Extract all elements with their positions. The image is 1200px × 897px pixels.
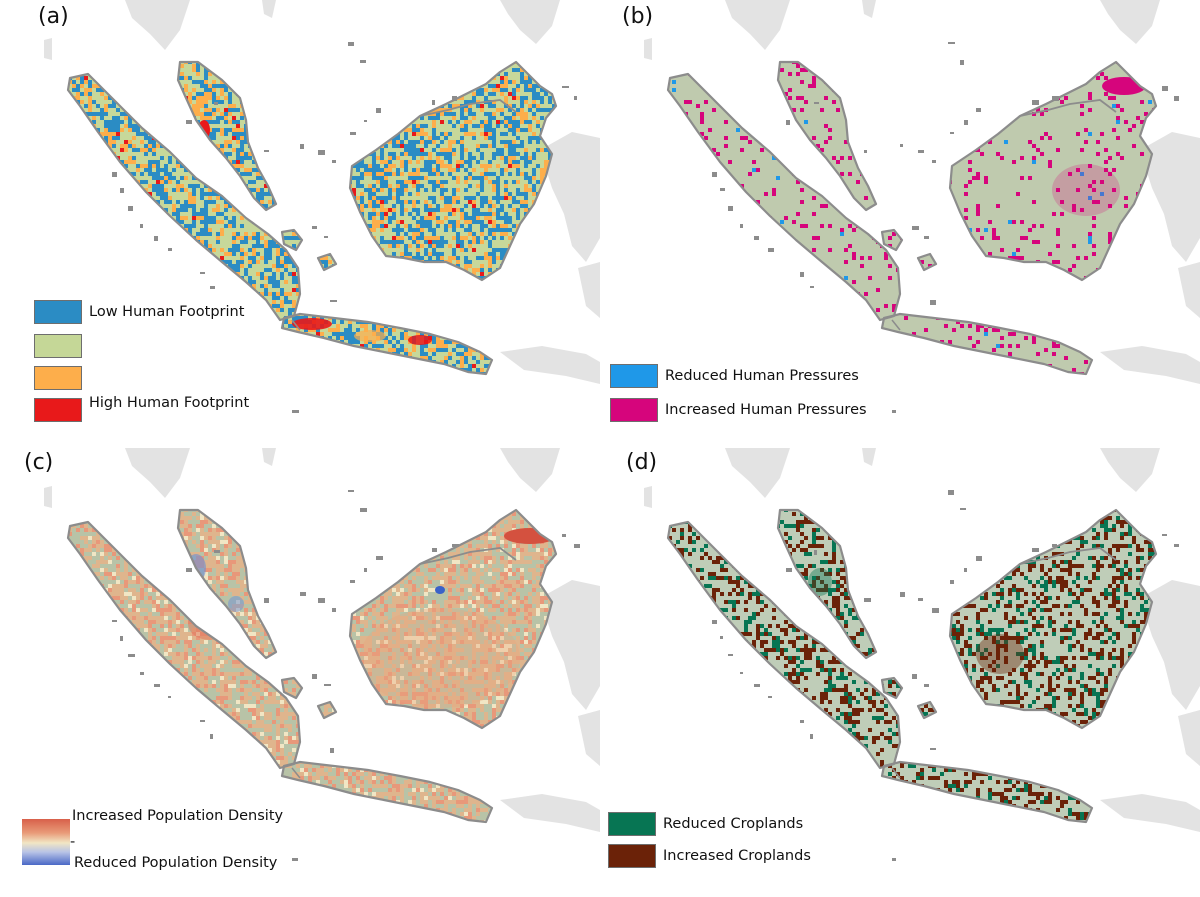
map-panel-a: (a) Low Human Footprint High Human Footp…	[0, 0, 600, 448]
legend-a-swatch-1	[34, 300, 82, 324]
legend-a-item-1: Low Human Footprint	[34, 300, 244, 324]
legend-a-text-4: High Human Footprint	[89, 395, 250, 411]
legend-c-mid-text: -	[70, 834, 76, 850]
legend-d-swatch-1	[608, 812, 656, 836]
legend-c-gradient	[22, 819, 70, 865]
legend-b-swatch-1	[610, 364, 658, 388]
legend-d-text-2: Increased Croplands	[663, 848, 811, 864]
legend-b-text-2: Increased Human Pressures	[665, 402, 867, 418]
map-d-canvas	[644, 448, 1200, 861]
legend-d-item-1: Reduced Croplands	[608, 812, 803, 836]
legend-b-item-1: Reduced Human Pressures	[610, 364, 859, 388]
legend-d-item-2: Increased Croplands	[608, 844, 811, 868]
legend-a-item-3	[34, 366, 89, 390]
legend-d-text-1: Reduced Croplands	[663, 816, 804, 832]
legend-c-top-text: Increased Population Density	[72, 808, 284, 824]
legend-a-text-1: Low Human Footprint	[89, 304, 245, 320]
panel-label-a: (a)	[38, 4, 69, 29]
map-b-canvas	[644, 0, 1200, 413]
legend-a-swatch-4	[34, 398, 82, 422]
legend-b-item-2: Increased Human Pressures	[610, 398, 867, 422]
legend-a-swatch-2	[34, 334, 82, 358]
legend-b-text-1: Reduced Human Pressures	[665, 368, 859, 384]
map-panel-c: (c) Increased Population Density - Reduc…	[0, 448, 600, 896]
legend-c-bottom-text: Reduced Population Density	[74, 855, 278, 871]
map-panel-b: (b) Reduced Human Pressures Increased Hu…	[600, 0, 1200, 448]
legend-d-swatch-2	[608, 844, 656, 868]
legend-a-item-2	[34, 334, 89, 358]
map-a-canvas	[44, 0, 600, 413]
panel-label-b: (b)	[622, 4, 654, 29]
map-c-canvas	[44, 448, 600, 861]
legend-a-item-4: High Human Footprint	[34, 395, 250, 422]
panel-label-d: (d)	[626, 450, 658, 475]
legend-b-swatch-2	[610, 398, 658, 422]
panel-label-c: (c)	[24, 450, 54, 475]
map-panel-d: (d) Reduced Croplands Increased Cropland…	[600, 448, 1200, 896]
legend-a-swatch-3	[34, 366, 82, 390]
